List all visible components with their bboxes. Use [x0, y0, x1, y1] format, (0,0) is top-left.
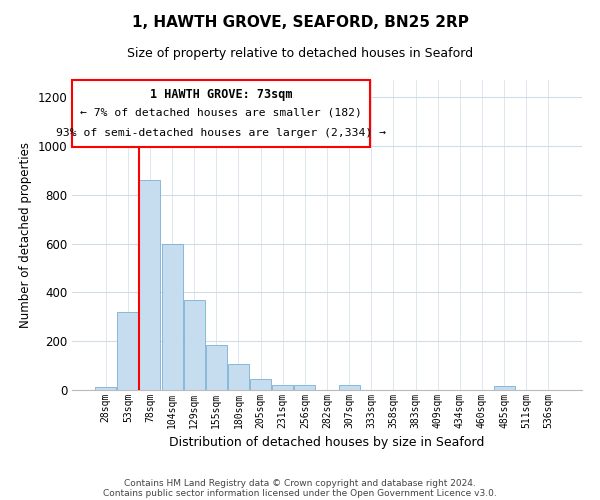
FancyBboxPatch shape: [72, 80, 370, 146]
Text: 1 HAWTH GROVE: 73sqm: 1 HAWTH GROVE: 73sqm: [150, 88, 292, 101]
Bar: [295, 385, 316, 390]
Bar: [338, 385, 359, 390]
Bar: [95, 387, 116, 390]
Text: ← 7% of detached houses are smaller (182): ← 7% of detached houses are smaller (182…: [80, 108, 362, 118]
Text: Contains public sector information licensed under the Open Government Licence v3: Contains public sector information licen…: [103, 488, 497, 498]
Bar: [139, 180, 160, 390]
Bar: [250, 379, 271, 390]
Bar: [494, 386, 515, 390]
Bar: [184, 300, 205, 390]
Bar: [161, 244, 182, 390]
Text: Contains HM Land Registry data © Crown copyright and database right 2024.: Contains HM Land Registry data © Crown c…: [124, 478, 476, 488]
Bar: [228, 364, 249, 390]
Text: 1, HAWTH GROVE, SEAFORD, BN25 2RP: 1, HAWTH GROVE, SEAFORD, BN25 2RP: [131, 15, 469, 30]
X-axis label: Distribution of detached houses by size in Seaford: Distribution of detached houses by size …: [169, 436, 485, 450]
Y-axis label: Number of detached properties: Number of detached properties: [19, 142, 32, 328]
Text: Size of property relative to detached houses in Seaford: Size of property relative to detached ho…: [127, 48, 473, 60]
Text: 93% of semi-detached houses are larger (2,334) →: 93% of semi-detached houses are larger (…: [56, 128, 386, 138]
Bar: [118, 312, 139, 390]
Bar: [272, 385, 293, 390]
Bar: [206, 345, 227, 390]
